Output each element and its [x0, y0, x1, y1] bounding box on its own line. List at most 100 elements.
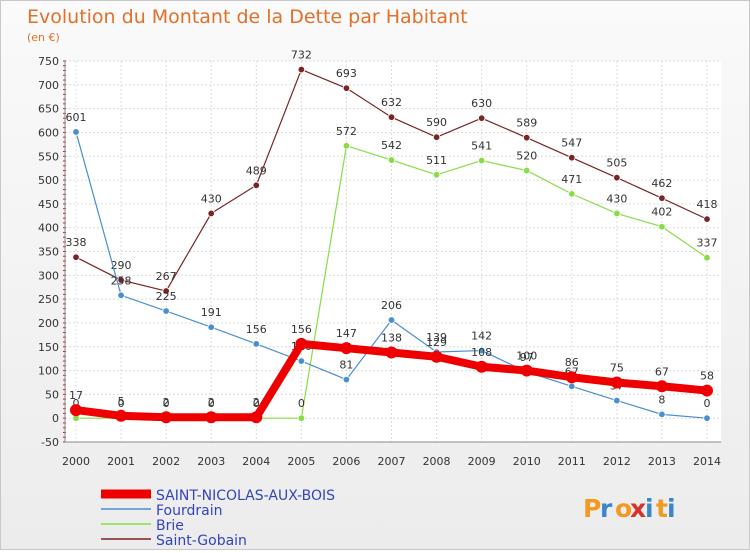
data-label: 632: [381, 96, 402, 109]
data-label: 58: [700, 370, 714, 383]
x-tick-label: 2002: [152, 455, 180, 468]
y-tick-label: 600: [38, 126, 59, 139]
data-point: [160, 411, 173, 424]
y-tick-label: 150: [38, 341, 59, 354]
data-label: 191: [201, 306, 222, 319]
data-point: [477, 156, 486, 165]
data-label: 156: [291, 323, 312, 336]
data-label: 547: [561, 137, 582, 150]
data-label: 81: [339, 359, 353, 372]
chart-title: Evolution du Montant de la Dette par Hab…: [27, 6, 468, 28]
data-label: 505: [606, 157, 627, 170]
data-point: [703, 414, 711, 422]
data-point: [520, 364, 533, 377]
data-label: 97: [520, 351, 534, 364]
data-label: 258: [111, 274, 132, 287]
data-label: 75: [610, 361, 624, 374]
x-tick-label: 2003: [197, 455, 225, 468]
x-tick-label: 2011: [558, 455, 586, 468]
data-label: 630: [471, 97, 492, 110]
data-point: [658, 410, 666, 419]
data-point: [701, 384, 713, 397]
data-point: [297, 65, 306, 74]
data-label: 402: [651, 206, 672, 219]
data-point: [72, 128, 80, 136]
data-point: [523, 133, 531, 142]
data-label: 511: [426, 154, 447, 167]
data-point: [385, 346, 398, 359]
x-tick-label: 2007: [378, 455, 406, 468]
data-point: [387, 156, 396, 164]
x-tick-label: 2005: [287, 455, 315, 468]
logo-letter: P: [583, 494, 601, 523]
data-point: [252, 340, 260, 348]
data-label: 86: [565, 356, 579, 369]
data-point: [162, 287, 170, 295]
data-point: [117, 291, 125, 300]
data-label: 520: [516, 150, 537, 163]
legend-label: Saint-Gobain: [156, 533, 247, 549]
data-point: [342, 375, 351, 384]
y-tick-label: 100: [38, 365, 59, 378]
legend-label: Brie: [156, 518, 184, 534]
data-point: [207, 323, 215, 331]
data-label: 601: [66, 111, 87, 124]
data-label: 2: [163, 396, 170, 409]
proxiti-logo: Pr oxi t i: [583, 494, 676, 523]
x-tick-label: 2010: [513, 455, 541, 468]
data-label: 139: [426, 331, 447, 344]
data-label: 290: [111, 259, 132, 272]
y-tick-label: -50: [41, 436, 59, 449]
data-point: [295, 337, 308, 350]
legend-label: SAINT-NICOLAS-AUX-BOIS: [156, 488, 335, 504]
data-label: 206: [381, 299, 402, 312]
data-point: [387, 113, 396, 121]
data-label: 17: [69, 389, 83, 402]
logo-letter: i: [645, 494, 654, 523]
data-point: [658, 194, 666, 202]
data-point: [655, 380, 668, 393]
logo-letter: r: [600, 494, 613, 523]
logo-letter: i: [667, 494, 676, 523]
data-label: 156: [246, 323, 267, 336]
data-label: 542: [381, 139, 402, 152]
data-point: [475, 360, 488, 373]
data-point: [430, 350, 443, 363]
y-tick-label: 300: [38, 269, 59, 282]
x-tick-label: 2009: [468, 455, 496, 468]
data-label: 0: [253, 397, 260, 410]
x-tick-label: 2012: [603, 455, 631, 468]
y-tick-label: 200: [38, 317, 59, 330]
data-point: [703, 253, 711, 262]
data-point: [387, 316, 396, 324]
y-tick-label: 650: [38, 103, 59, 116]
plot-area: -500501001502002503003504004505005506006…: [38, 49, 721, 468]
data-label: 2: [253, 396, 260, 409]
data-label: 489: [246, 164, 267, 177]
data-point: [432, 133, 441, 141]
data-label: 8: [658, 393, 665, 406]
data-point: [205, 411, 218, 424]
data-point: [568, 153, 576, 162]
data-label: 225: [156, 290, 177, 303]
x-tick-label: 2013: [648, 455, 676, 468]
y-tick-label: 350: [38, 246, 59, 259]
data-point: [477, 114, 486, 122]
data-label: 100: [516, 350, 537, 363]
data-point: [613, 173, 621, 182]
data-point: [207, 209, 215, 218]
data-label: 0: [704, 397, 711, 410]
data-label: 589: [516, 117, 537, 130]
data-label: 2: [208, 396, 215, 409]
data-label: 430: [201, 192, 222, 205]
data-label: 471: [561, 173, 582, 186]
data-point: [613, 209, 621, 218]
legend-label: Fourdrain: [156, 503, 223, 519]
data-label: 0: [73, 397, 80, 410]
y-tick-label: 250: [38, 293, 59, 306]
data-label: 0: [298, 397, 305, 410]
data-point: [477, 346, 486, 355]
legend: SAINT-NICOLAS-AUX-BOISFourdrainBrieSaint…: [101, 488, 335, 549]
data-point: [703, 215, 711, 223]
